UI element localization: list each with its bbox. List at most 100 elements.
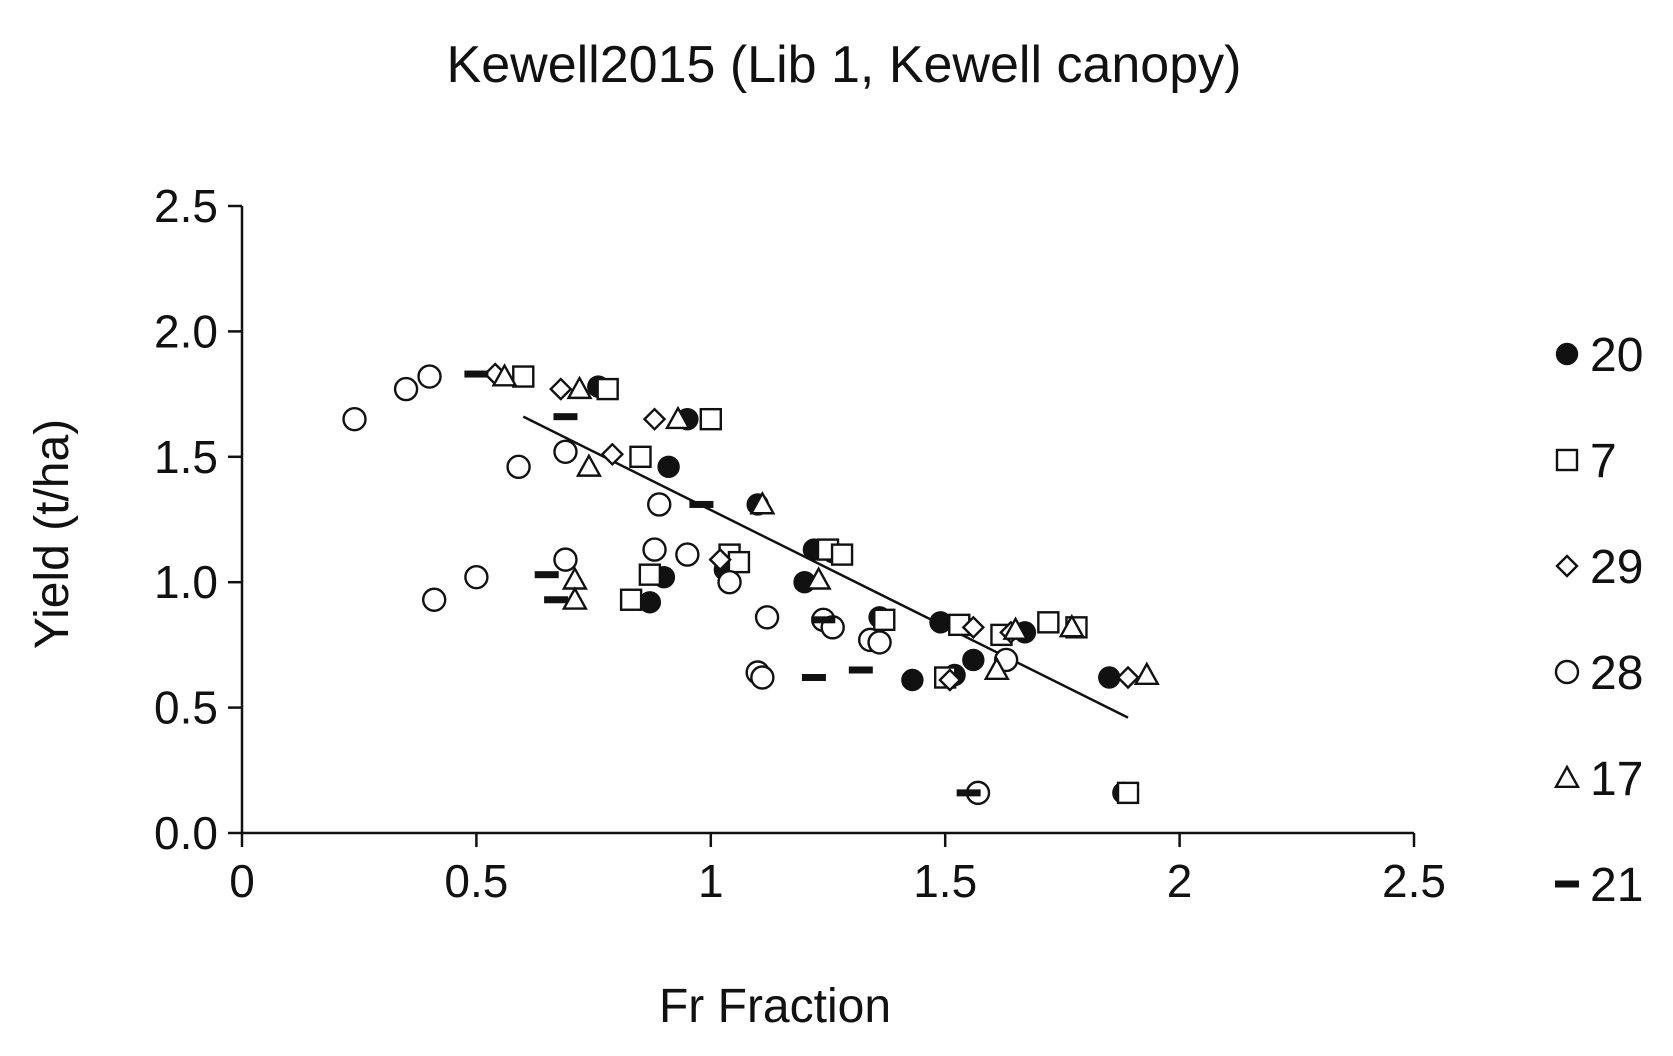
legend-item-7: 7 bbox=[1555, 435, 1617, 488]
x-tick-label: 1.5 bbox=[913, 855, 977, 907]
data-point-series-17 bbox=[1058, 613, 1085, 638]
legend-label: 20 bbox=[1590, 329, 1643, 382]
data-point-series-20 bbox=[962, 648, 985, 672]
legend-item-20: 20 bbox=[1555, 329, 1643, 382]
ticks: 0.0 0.5 1.0 1.5 2.0 2.5 0 0.5 1 1.5 2 2.5 bbox=[154, 180, 1446, 907]
x-axis-label: Fr Fraction bbox=[659, 980, 891, 1033]
data-point-series-7 bbox=[596, 377, 619, 401]
data-point-series-28 bbox=[675, 542, 700, 567]
data-point-series-29 bbox=[549, 377, 573, 401]
data-point-series-17 bbox=[1133, 661, 1160, 685]
data-point-series-28 bbox=[417, 364, 442, 389]
data-point-series-29 bbox=[708, 547, 732, 572]
legend-item-17: 17 bbox=[1553, 753, 1643, 806]
y-tick-label: 0.5 bbox=[154, 682, 218, 734]
legend-marker bbox=[1555, 880, 1579, 888]
legend-marker bbox=[1555, 342, 1579, 366]
data-point-series-28 bbox=[867, 630, 892, 655]
y-tick-label: 0.0 bbox=[154, 807, 218, 859]
data-point-series-20 bbox=[1098, 666, 1121, 689]
data-point-series-21 bbox=[534, 571, 559, 579]
data-point-series-21 bbox=[689, 500, 714, 508]
data-point-series-21 bbox=[801, 674, 826, 682]
y-tick-label: 2.0 bbox=[154, 305, 218, 357]
data-point-series-17 bbox=[561, 586, 588, 610]
data-point-series-29 bbox=[600, 442, 625, 466]
data-point-series-28 bbox=[754, 605, 780, 630]
series-29 bbox=[483, 362, 1140, 692]
data-point-series-21 bbox=[848, 666, 873, 674]
series-28 bbox=[342, 364, 1019, 806]
data-point-series-28 bbox=[750, 665, 775, 690]
data-point-series-28 bbox=[642, 537, 667, 562]
legend-label: 7 bbox=[1590, 435, 1617, 488]
data-point-series-21 bbox=[956, 789, 981, 797]
data-point-series-28 bbox=[506, 454, 531, 480]
axes bbox=[240, 206, 1414, 835]
data-point-series-7 bbox=[830, 543, 854, 566]
legend-marker bbox=[1553, 764, 1581, 788]
data-point-series-28 bbox=[342, 406, 367, 432]
legend-marker bbox=[1555, 448, 1579, 472]
data-point-series-21 bbox=[464, 370, 489, 378]
data-point-series-7 bbox=[1116, 781, 1140, 805]
y-tick-label: 2.5 bbox=[154, 180, 218, 232]
data-point-series-20 bbox=[638, 591, 662, 614]
data-point-series-7 bbox=[1037, 611, 1060, 634]
data-point-series-17 bbox=[805, 566, 832, 590]
legend-item-21: 21 bbox=[1555, 859, 1643, 912]
x-tick-label: 0.5 bbox=[444, 855, 508, 907]
x-tick-label: 0 bbox=[229, 855, 255, 907]
data-point-series-28 bbox=[647, 492, 672, 517]
x-tick-label: 2 bbox=[1167, 855, 1193, 907]
data-point-series-7 bbox=[629, 445, 652, 468]
y-tick-label: 1.0 bbox=[154, 556, 218, 608]
data-point-series-28 bbox=[553, 439, 578, 464]
data-point-series-17 bbox=[1002, 616, 1029, 640]
y-axis-label: Yield (t/ha) bbox=[26, 419, 79, 649]
legend-marker bbox=[1555, 554, 1579, 578]
legend-label: 29 bbox=[1590, 541, 1643, 594]
data-point-series-17 bbox=[983, 656, 1010, 680]
legend-label: 28 bbox=[1590, 647, 1643, 700]
plot-area bbox=[342, 362, 1160, 806]
data-point-series-29 bbox=[1116, 665, 1140, 690]
data-point-series-28 bbox=[464, 564, 489, 590]
data-point-series-17 bbox=[749, 490, 776, 515]
data-point-series-28 bbox=[422, 587, 447, 612]
series-20 bbox=[587, 375, 1135, 805]
series-17 bbox=[491, 363, 1160, 685]
legend-label: 17 bbox=[1590, 753, 1643, 806]
data-point-series-7 bbox=[619, 588, 643, 611]
data-point-series-7 bbox=[512, 365, 535, 388]
legend-item-29: 29 bbox=[1555, 541, 1643, 594]
legend-label: 21 bbox=[1590, 859, 1643, 912]
legend-marker bbox=[1554, 659, 1580, 685]
data-point-series-17 bbox=[664, 405, 692, 430]
data-point-series-28 bbox=[553, 547, 578, 572]
data-point-series-17 bbox=[491, 363, 518, 387]
data-point-series-7 bbox=[727, 550, 751, 574]
legend-item-28: 28 bbox=[1554, 647, 1643, 700]
data-point-series-21 bbox=[553, 413, 578, 421]
data-point-series-20 bbox=[901, 668, 924, 692]
data-point-series-21 bbox=[811, 616, 836, 624]
data-point-series-28 bbox=[393, 376, 419, 402]
data-point-series-21 bbox=[544, 596, 569, 604]
data-point-series-29 bbox=[961, 615, 986, 640]
data-point-series-17 bbox=[575, 453, 602, 477]
y-tick-label: 1.5 bbox=[154, 431, 218, 483]
data-point-series-28 bbox=[717, 570, 742, 595]
data-point-series-7 bbox=[699, 407, 722, 431]
data-point-series-17 bbox=[566, 375, 593, 400]
legend: 20 7 29 28 17 21 bbox=[1553, 329, 1643, 912]
x-tick-label: 2.5 bbox=[1382, 855, 1446, 907]
trendline bbox=[522, 415, 1129, 719]
data-point-series-7 bbox=[873, 608, 896, 632]
data-point-series-7 bbox=[638, 563, 662, 586]
chart-title: Kewell2015 (Lib 1, Kewell canopy) bbox=[447, 36, 1242, 94]
data-point-series-20 bbox=[929, 611, 952, 634]
series-21 bbox=[464, 370, 981, 797]
data-point-series-20 bbox=[657, 455, 680, 479]
